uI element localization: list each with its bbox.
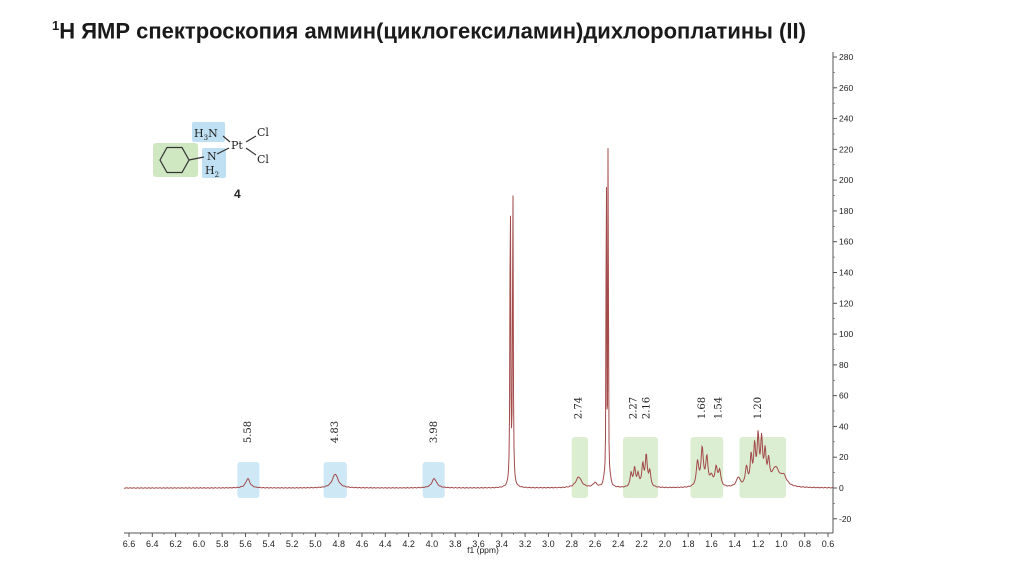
x-tick-label: 1.6 bbox=[705, 539, 718, 549]
y-tick-label: 200 bbox=[839, 175, 853, 185]
peak-label-1.20: 1.20 bbox=[753, 397, 764, 419]
peak-label-2.16: 2.16 bbox=[641, 397, 652, 419]
ring-n-bond bbox=[188, 156, 205, 161]
x-tick-label: 4.8 bbox=[332, 539, 345, 549]
pt-cl1-bond bbox=[245, 135, 257, 143]
x-tick-label: 2.0 bbox=[659, 539, 672, 549]
x-tick-label: 5.0 bbox=[309, 539, 322, 549]
nh2-h-label: H2 bbox=[205, 164, 219, 179]
y-tick-label: 20 bbox=[839, 452, 849, 462]
highlight-2.74 bbox=[571, 437, 589, 498]
x-tick-label: 6.0 bbox=[193, 539, 206, 549]
x-tick-label: 3.2 bbox=[519, 539, 532, 549]
x-tick-label: 1.2 bbox=[752, 539, 765, 549]
x-tick-label: 1.8 bbox=[682, 539, 695, 549]
spectrum-line bbox=[123, 148, 834, 489]
peak-label-1.54: 1.54 bbox=[713, 397, 724, 419]
x-tick-label: 4.2 bbox=[402, 539, 415, 549]
x-tick-label: 6.4 bbox=[146, 539, 159, 549]
peak-label-5.58: 5.58 bbox=[243, 421, 254, 443]
y-tick-label: -20 bbox=[839, 514, 852, 524]
x-tick-label: 0.8 bbox=[798, 539, 811, 549]
y-tick-label: 120 bbox=[839, 298, 853, 308]
x-tick-label: 3.8 bbox=[449, 539, 462, 549]
nh3-label: H3N bbox=[194, 127, 218, 142]
highlight-4.83 bbox=[323, 462, 347, 498]
x-tick-label: 4.4 bbox=[379, 539, 392, 549]
x-tick-label: 4.0 bbox=[426, 539, 439, 549]
y-tick-label: 80 bbox=[839, 360, 849, 370]
x-tick-label: 1.0 bbox=[775, 539, 788, 549]
y-tick-label: 60 bbox=[839, 391, 849, 401]
y-tick-label: 220 bbox=[839, 144, 853, 154]
y-tick-label: 100 bbox=[839, 329, 853, 339]
highlight-3.98 bbox=[422, 462, 445, 498]
x-tick-label: 3.0 bbox=[542, 539, 555, 549]
x-tick-label: 5.4 bbox=[263, 539, 276, 549]
y-axis-ticks: -20 0 20 40 60 80 100 120 140 160 180 200 220 240 260 2… bbox=[833, 52, 853, 524]
x-tick-label: 3.6 bbox=[472, 539, 485, 549]
x-tick-label: 5.8 bbox=[216, 539, 229, 549]
x-tick-label: 2.4 bbox=[612, 539, 625, 549]
peak-label-4.83: 4.83 bbox=[330, 421, 341, 443]
n-pt-bond bbox=[216, 147, 230, 155]
nh3-pt-bond bbox=[222, 135, 231, 143]
title-text: Н ЯМР спектроскопия аммин(циклогексилами… bbox=[59, 18, 806, 44]
pt-cl2-bond bbox=[245, 147, 257, 156]
nh2-n-label: N bbox=[207, 150, 217, 163]
x-tick-label: 5.6 bbox=[239, 539, 252, 549]
y-tick-label: 140 bbox=[839, 268, 853, 278]
x-tick-label: 3.4 bbox=[496, 539, 509, 549]
title-superscript: 1 bbox=[52, 18, 60, 33]
peak-label-3.98: 3.98 bbox=[429, 421, 440, 443]
compound-number: 4 bbox=[234, 187, 241, 201]
y-tick-label: 280 bbox=[839, 52, 853, 62]
cl2-label: Cl bbox=[257, 153, 269, 166]
y-tick-label: 240 bbox=[839, 114, 853, 124]
x-axis-ticks: 6.6 6.4 6.2 6.0 5.8 5.6 5.4 5.2 5.0 4.8 4.6 4.4 4.2 4… bbox=[123, 533, 835, 549]
slide-title: 1Н ЯМР спектроскопия аммин(циклогексилам… bbox=[52, 18, 806, 44]
x-tick-label: 6.2 bbox=[169, 539, 182, 549]
y-tick-label: 160 bbox=[839, 237, 853, 247]
molecule-structure: H3N Pt Cl Cl N H2 4 bbox=[153, 122, 269, 201]
x-tick-label: 5.2 bbox=[286, 539, 299, 549]
y-tick-label: 40 bbox=[839, 421, 849, 431]
x-tick-label: 6.6 bbox=[123, 539, 136, 549]
peak-label-2.74: 2.74 bbox=[574, 397, 585, 419]
x-tick-label: 2.8 bbox=[565, 539, 578, 549]
y-tick-label: 0 bbox=[839, 483, 844, 493]
x-axis-title: f1 (ppm) bbox=[467, 545, 499, 555]
chart-axes bbox=[124, 52, 834, 534]
pt-label: Pt bbox=[231, 139, 243, 152]
x-tick-label: 4.6 bbox=[356, 539, 369, 549]
x-tick-label: 0.6 bbox=[822, 539, 835, 549]
peak-labels: 5.58 4.83 3.98 2.74 2.27 2.16 1.68 1.54 1.20 bbox=[243, 397, 764, 443]
peak-label-1.68: 1.68 bbox=[697, 397, 708, 419]
y-tick-label: 260 bbox=[839, 83, 853, 93]
peak-label-2.27: 2.27 bbox=[628, 397, 639, 419]
x-tick-label: 2.2 bbox=[635, 539, 648, 549]
x-tick-label: 2.6 bbox=[589, 539, 602, 549]
cl1-label: Cl bbox=[257, 126, 269, 139]
nh3-highlight bbox=[192, 122, 225, 142]
highlight-2.27 bbox=[622, 437, 658, 498]
y-tick-label: 180 bbox=[839, 206, 853, 216]
nh2-highlight bbox=[202, 148, 226, 178]
x-tick-label: 1.4 bbox=[729, 539, 742, 549]
highlight-1.68 bbox=[690, 437, 724, 498]
